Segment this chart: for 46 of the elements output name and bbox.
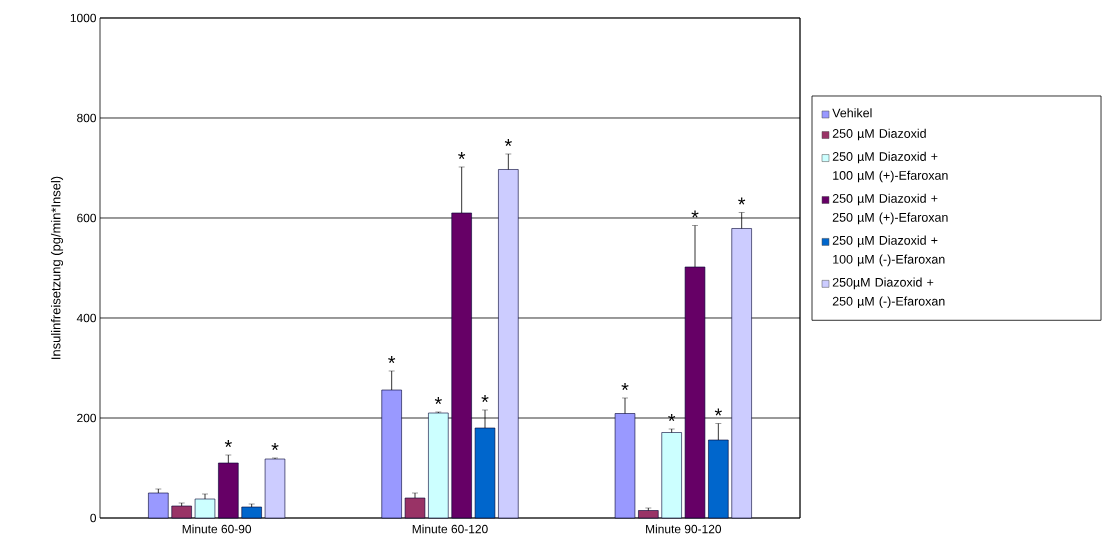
- bar: [661, 432, 682, 519]
- bar: [731, 228, 752, 519]
- legend-label: 250 µM Diazoxid + 250 µM (+)-Efaroxan: [832, 193, 948, 225]
- data-label: *: [668, 414, 676, 422]
- data-label: *: [434, 397, 442, 405]
- data-label: *: [271, 443, 279, 451]
- legend-label: 250µM Diazoxid + 250 µM (-)-Efaroxan: [832, 277, 945, 309]
- y-tick-label: 1000: [70, 13, 97, 23]
- bar: [498, 169, 519, 519]
- bar: [428, 412, 449, 519]
- y-tick-label: 600: [77, 213, 97, 223]
- legend-label: 250 µM Diazoxid + 100 µM (+)-Efaroxan: [832, 151, 948, 183]
- y-tick-label: 0: [90, 513, 97, 523]
- bar: [404, 497, 426, 519]
- data-label: *: [481, 395, 489, 403]
- x-tick-label: Minute 90-120: [646, 524, 722, 534]
- bar: [171, 505, 192, 519]
- data-label: *: [224, 440, 232, 448]
- bar: [264, 458, 286, 519]
- legend-label: 250 µM Diazoxid + 100 µM (-)-Efaroxan: [832, 235, 945, 267]
- x-tick-label: Minute 60-90: [182, 524, 252, 534]
- data-label: *: [738, 197, 746, 205]
- data-label: *: [691, 210, 699, 218]
- legend-label: Vehikel: [832, 108, 872, 118]
- bar: [218, 462, 239, 519]
- data-label: *: [388, 356, 396, 364]
- y-axis-title: Insulinfreisetzung (pg/min*Insel): [50, 176, 64, 359]
- bar: [638, 510, 659, 519]
- data-label: *: [714, 408, 722, 416]
- bar: [684, 266, 706, 519]
- bar: [451, 212, 472, 519]
- x-tick-label: Minute 60-120: [412, 524, 488, 534]
- bar: [241, 506, 262, 519]
- y-tick-label: 200: [77, 413, 97, 423]
- y-tick-label: 400: [76, 313, 97, 323]
- bar: [381, 389, 402, 519]
- data-label: *: [504, 139, 512, 147]
- bar: [148, 492, 169, 519]
- bar: [614, 413, 636, 519]
- bar: [194, 498, 216, 519]
- y-tick-label: 800: [77, 113, 97, 123]
- legend-label: 250 µM Diazoxid: [832, 128, 926, 141]
- data-label: *: [458, 152, 466, 160]
- bar: [474, 427, 496, 519]
- bar: [708, 439, 729, 519]
- data-label: *: [621, 383, 629, 391]
